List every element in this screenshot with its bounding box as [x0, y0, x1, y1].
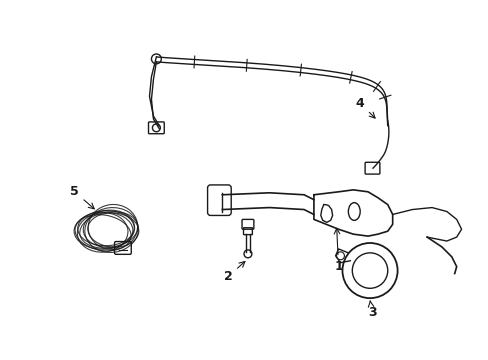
Text: 2: 2 [224, 261, 244, 283]
Text: 5: 5 [70, 185, 94, 209]
Text: 1: 1 [333, 228, 342, 273]
Text: 4: 4 [355, 97, 374, 118]
Text: 3: 3 [367, 301, 376, 319]
